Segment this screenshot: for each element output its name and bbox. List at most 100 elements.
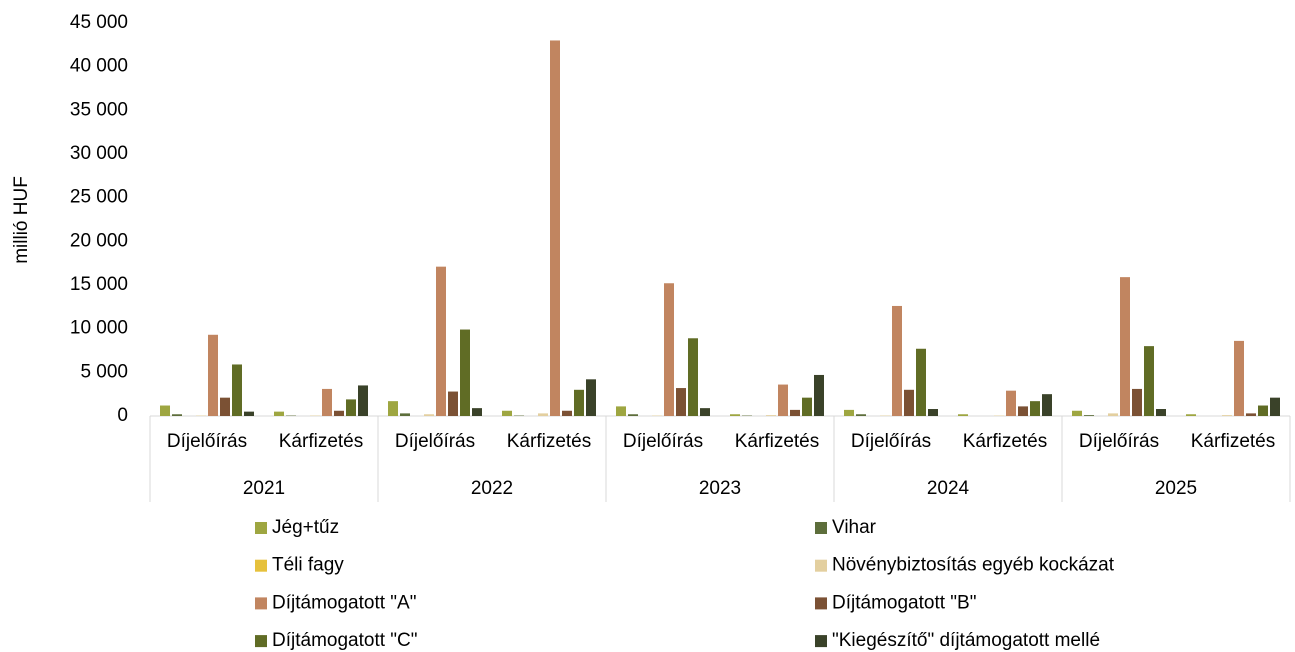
bar: [1144, 346, 1154, 416]
bar: [802, 397, 812, 416]
bar: [928, 409, 938, 416]
legend-label: Jég+tűz: [272, 517, 339, 538]
bar: [244, 411, 254, 416]
bar: [358, 385, 368, 416]
bar: [448, 391, 458, 416]
x-tick-label: Díjelőírás: [167, 431, 247, 452]
bar: [586, 379, 596, 416]
group-label: 2022: [471, 478, 513, 499]
bar: [220, 397, 230, 416]
bar: [616, 406, 626, 416]
bar: [1186, 414, 1196, 416]
bar: [892, 305, 902, 416]
bar: [1234, 340, 1244, 416]
bar: [460, 329, 470, 416]
bar: [688, 338, 698, 416]
y-tick-label: 20 000: [70, 230, 128, 251]
x-tick-label: Kárfizetés: [507, 431, 591, 452]
legend-label: Téli fagy: [272, 555, 344, 576]
bar: [424, 414, 434, 416]
bar: [346, 399, 356, 416]
y-tick-label: 10 000: [70, 318, 128, 339]
bar: [538, 413, 548, 416]
x-tick-label: Díjelőírás: [1079, 431, 1159, 452]
legend-swatch: [815, 559, 827, 572]
x-tick-label: Díjelőírás: [395, 431, 475, 452]
bar: [1018, 406, 1028, 416]
x-tick-label: Kárfizetés: [963, 431, 1047, 452]
bar: [700, 408, 710, 416]
legend-swatch: [815, 635, 827, 648]
legend-label: Díjtámogatott "B": [832, 592, 976, 613]
x-tick-label: Kárfizetés: [279, 431, 363, 452]
bar: [904, 389, 914, 416]
x-tick-label: Díjelőírás: [623, 431, 703, 452]
legend-label: Növénybiztosítás egyéb kockázat: [832, 555, 1115, 576]
y-tick-label: 40 000: [70, 56, 128, 77]
y-tick-label: 25 000: [70, 187, 128, 208]
bar: [322, 388, 332, 416]
group-label: 2021: [243, 478, 285, 499]
y-axis-label: millió HUF: [11, 176, 32, 264]
legend-swatch: [255, 635, 267, 648]
bar: [1258, 405, 1268, 416]
bar: [208, 334, 218, 416]
bar: [1084, 415, 1094, 416]
bar: [676, 388, 686, 416]
legend-swatch: [255, 522, 267, 534]
bar: [550, 40, 560, 416]
bar: [388, 401, 398, 416]
bar: [574, 389, 584, 416]
bar: [1156, 409, 1166, 416]
bar: [1222, 415, 1232, 416]
bar: [400, 413, 410, 416]
bar: [766, 415, 776, 416]
legend-swatch: [815, 597, 827, 610]
legend-label: Díjtámogatott "A": [272, 592, 416, 613]
x-tick-label: Kárfizetés: [1191, 431, 1275, 452]
legend-swatch: [255, 559, 267, 572]
y-tick-label: 15 000: [70, 274, 128, 295]
bar: [472, 408, 482, 416]
bar: [232, 364, 242, 416]
bar: [1072, 410, 1082, 416]
y-tick-label: 30 000: [70, 143, 128, 164]
legend-label: Díjtámogatott "C": [272, 630, 418, 651]
bar: [778, 384, 788, 416]
group-label: 2023: [699, 478, 741, 499]
bar: [730, 414, 740, 416]
y-tick-label: 35 000: [70, 99, 128, 120]
legend-label: "Kiegészítő" díjtámogatott mellé: [832, 630, 1100, 651]
bar: [628, 414, 638, 416]
bar: [562, 410, 572, 416]
bar: [814, 374, 824, 416]
bar: [334, 410, 344, 416]
bar: [436, 266, 446, 416]
bar: [856, 414, 866, 416]
bar: [1120, 277, 1130, 416]
legend-swatch: [815, 522, 827, 534]
group-label: 2024: [927, 478, 970, 499]
bar: [274, 411, 284, 416]
bar: [502, 410, 512, 416]
legend-swatch: [255, 597, 267, 610]
bar: [844, 409, 854, 416]
y-tick-label: 45 000: [70, 12, 128, 33]
legend-label: Vihar: [832, 517, 877, 538]
bar: [1006, 390, 1016, 416]
y-tick-label: 0: [117, 405, 128, 426]
x-tick-label: Díjelőírás: [851, 431, 931, 452]
bar: [1030, 401, 1040, 416]
bar: [160, 405, 170, 416]
bar: [1246, 413, 1256, 416]
bar: [172, 414, 182, 416]
x-tick-label: Kárfizetés: [735, 431, 819, 452]
bar: [664, 283, 674, 416]
bar: [1132, 388, 1142, 416]
bar: [1270, 397, 1280, 416]
y-tick-label: 5 000: [80, 361, 128, 382]
bar: [958, 414, 968, 416]
bar: [790, 409, 800, 416]
group-label: 2025: [1155, 478, 1197, 499]
